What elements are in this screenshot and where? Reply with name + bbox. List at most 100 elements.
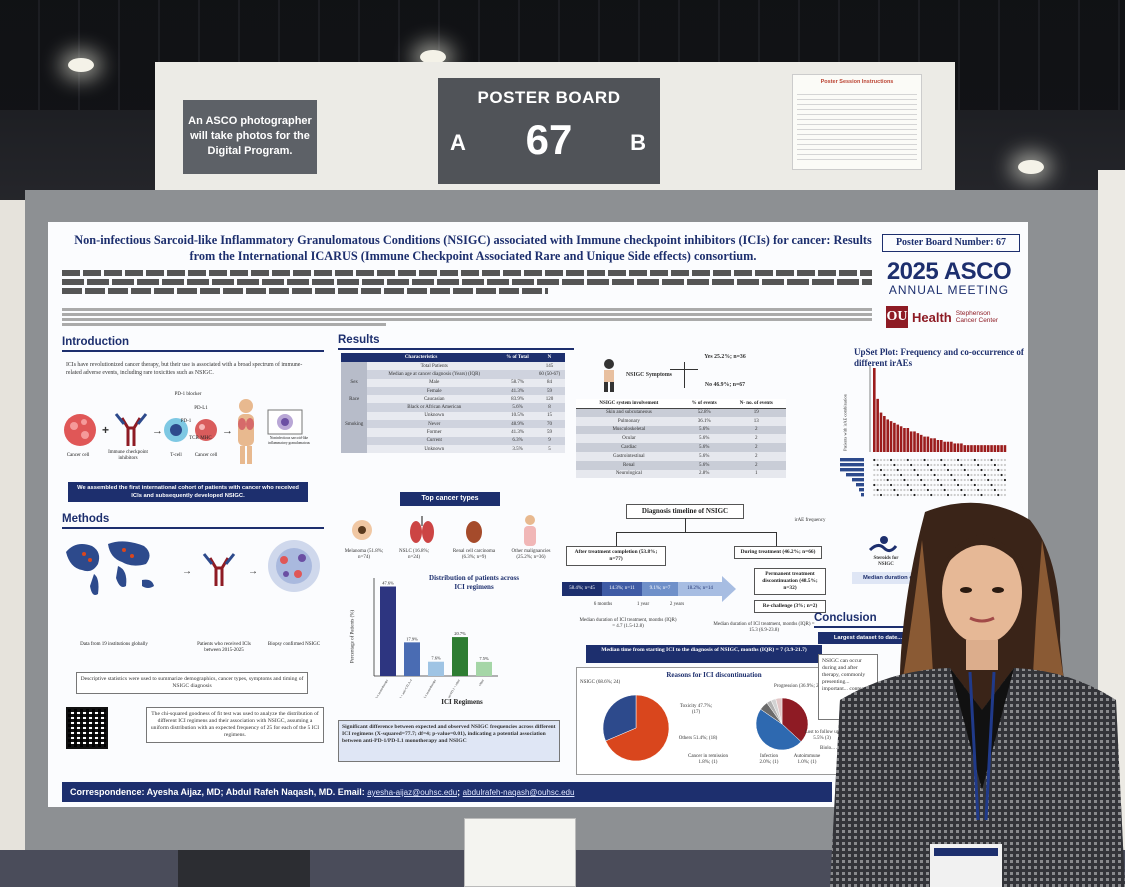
upset-set-bar — [846, 473, 864, 477]
upset-dot — [970, 488, 973, 492]
timeline-segment-3: 9.1%; n=7 — [642, 582, 678, 596]
upset-dot — [940, 483, 943, 487]
timeline-connector — [685, 518, 686, 532]
upset-dot — [876, 488, 879, 492]
upset-dot — [963, 483, 966, 487]
upset-dot — [936, 473, 940, 477]
upset-dot — [1003, 488, 1007, 492]
upset-dot — [889, 463, 893, 467]
upset-dot — [973, 473, 976, 477]
upset-bar — [926, 436, 930, 452]
upset-dot — [930, 468, 933, 472]
upset-dot — [879, 473, 883, 477]
upset-dot — [990, 463, 993, 467]
upset-dot — [913, 488, 916, 492]
upset-dot — [960, 478, 963, 482]
upset-dot — [970, 458, 973, 462]
upset-dot — [910, 488, 913, 492]
upset-dot — [900, 463, 903, 467]
upset-dot — [900, 483, 903, 487]
board-number-sign: POSTER BOARD A 67 B — [438, 78, 660, 184]
upset-dot — [933, 488, 936, 492]
upset-dot — [903, 468, 906, 472]
upset-dot — [873, 463, 876, 467]
qr-code[interactable] — [66, 707, 108, 749]
label-cancer-cell-2: Cancer cell — [194, 453, 218, 458]
upset-dot — [893, 463, 896, 467]
footer-separator: ; — [457, 787, 463, 797]
upset-dot — [933, 468, 936, 472]
upset-dot — [906, 473, 909, 477]
email-link-1[interactable]: ayesha-aijaz@ouhsc.edu — [367, 788, 458, 797]
upset-dot — [977, 488, 980, 492]
upset-dot — [953, 493, 956, 497]
asco-name: ASCO — [943, 258, 1012, 285]
system-involvement-table: NSIGC system involvement% of events N- no… — [576, 399, 786, 479]
upset-dot — [883, 483, 886, 487]
instructions-text — [797, 90, 917, 160]
upset-dot — [946, 473, 950, 477]
upset-dot — [926, 473, 929, 477]
upset-dot — [1003, 478, 1007, 482]
pie-label-lost: Lost to follow up 5.5% (3) — [804, 730, 840, 741]
upset-dot — [970, 463, 973, 467]
presenter-person — [830, 502, 1125, 887]
results-rule — [338, 348, 574, 350]
upset-bar — [950, 441, 953, 452]
upset-dot — [936, 478, 940, 482]
upset-dot — [953, 468, 956, 472]
upset-bar — [966, 445, 970, 452]
upset-dot — [987, 488, 990, 492]
upset-dot — [916, 458, 919, 462]
cancer-type-icons — [352, 515, 536, 546]
stephenson-text: Stephenson Cancer Center — [955, 310, 999, 324]
timeline-branch-left — [616, 532, 617, 546]
upset-dot — [906, 488, 909, 492]
upset-dot — [977, 463, 980, 467]
upset-bar — [983, 445, 987, 452]
upset-dot — [896, 493, 899, 497]
upset-dot — [906, 478, 909, 482]
upset-dot — [970, 478, 973, 482]
upset-dot — [946, 488, 950, 492]
upset-dot — [956, 493, 960, 497]
upset-dot — [906, 463, 909, 467]
upset-dot — [980, 483, 983, 487]
upset-dot — [889, 493, 893, 497]
upset-dot — [893, 478, 896, 482]
upset-dot — [903, 488, 906, 492]
table-row: Race Caucasian 83.9% 120 — [341, 395, 565, 404]
t1-header-1: Characteristics — [341, 353, 502, 362]
cancer-melanoma: Melanoma (51.8%; n=74) — [344, 549, 384, 560]
upset-dot — [889, 458, 893, 462]
label-granuloma: Noninfectious sarcoid-like inflammatory … — [268, 436, 310, 445]
upset-dot — [973, 483, 976, 487]
symptoms-no: No 46.9%; n=67 — [704, 382, 746, 388]
ou-mark: OU — [886, 306, 908, 328]
upset-dot — [930, 478, 933, 482]
pie-label-nsigc: NSIGC (68.6%; 24) — [580, 680, 621, 685]
upset-dot — [977, 468, 980, 472]
regimen-bar-label: 47.6% — [382, 581, 394, 586]
upset-bar — [933, 438, 936, 452]
upset-dot — [923, 488, 926, 492]
upset-dot — [900, 468, 903, 472]
email-link-2[interactable]: abdulrafeh-naqash@ouhsc.edu — [462, 788, 575, 797]
demographics-table: Characteristics% of Total N Total Patient… — [341, 353, 565, 454]
upset-dot — [876, 478, 879, 482]
upset-dot — [963, 458, 966, 462]
upset-dot — [940, 468, 943, 472]
intro-heading: Introduction — [62, 336, 130, 348]
intro-rule — [62, 350, 324, 352]
upset-dot — [960, 493, 963, 497]
upset-dot — [889, 473, 893, 477]
upset-dot — [916, 478, 919, 482]
upset-dot — [936, 488, 940, 492]
upset-dot — [950, 493, 953, 497]
upset-dot — [946, 478, 950, 482]
regimen-x-label: ICI Regimens — [441, 698, 483, 706]
pie-label-autoimmune: Autoimmune 1.0%; (1) — [793, 754, 821, 765]
upset-bar — [893, 422, 896, 452]
upset-dot — [933, 483, 936, 487]
upset-dot — [956, 463, 960, 467]
